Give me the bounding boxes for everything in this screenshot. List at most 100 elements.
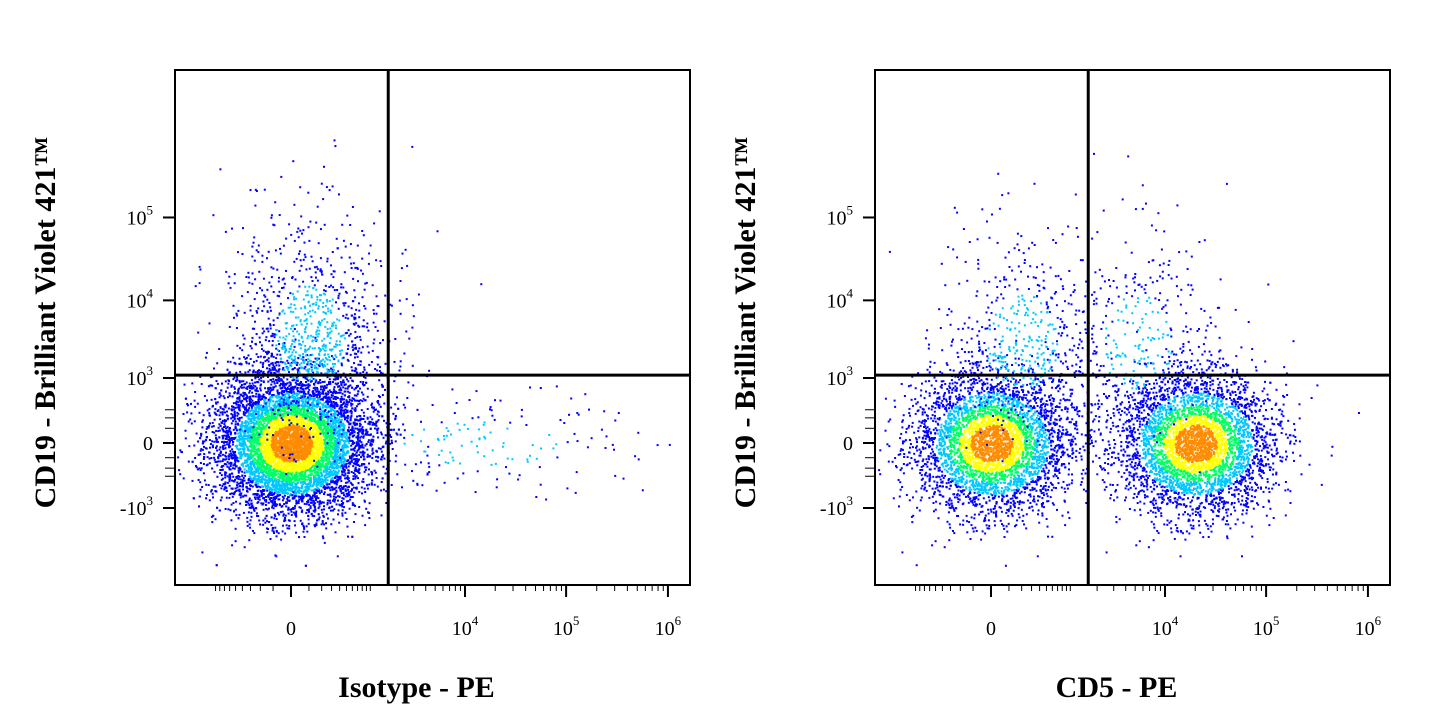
event-dot	[332, 435, 335, 437]
event-dot	[264, 521, 267, 524]
event-dot	[214, 518, 217, 521]
event-dot	[302, 530, 305, 533]
event-dot	[265, 507, 268, 510]
event-dot	[375, 477, 378, 479]
event-dot	[269, 538, 272, 540]
event-dot	[323, 541, 326, 544]
event-dot	[280, 538, 283, 541]
event-dot	[259, 523, 262, 526]
event-dot	[271, 529, 274, 532]
event-dot	[317, 497, 320, 500]
event-dot	[237, 412, 240, 415]
event-dot	[320, 489, 323, 492]
event-dot	[353, 399, 356, 402]
event-dot	[335, 475, 338, 478]
event-dot	[204, 447, 207, 450]
event-dot	[254, 458, 256, 461]
event-dot	[286, 497, 289, 500]
event-dot	[198, 467, 201, 470]
event-dot	[194, 405, 197, 408]
event-dot	[331, 471, 334, 474]
event-dot	[334, 450, 337, 453]
event-dot	[240, 457, 242, 460]
event-dot	[300, 443, 303, 446]
event-dot	[275, 364, 278, 367]
event-dot	[213, 411, 216, 414]
event-dot	[325, 459, 328, 462]
event-dot	[232, 502, 235, 504]
event-dot	[257, 496, 260, 499]
event-dot	[304, 471, 307, 474]
event-dot	[217, 456, 220, 459]
event-dot	[249, 479, 252, 482]
event-dot	[286, 468, 289, 470]
event-dot	[262, 523, 265, 526]
event-dot	[265, 527, 268, 530]
event-dot	[358, 402, 361, 405]
event-dot	[326, 383, 329, 386]
event-dot	[307, 392, 310, 395]
event-dot	[233, 392, 236, 395]
event-dot	[333, 508, 336, 511]
event-dot	[258, 414, 261, 417]
event-dot	[281, 499, 284, 502]
event-dot	[305, 465, 308, 468]
event-dot	[281, 368, 284, 371]
event-dot	[348, 493, 351, 496]
event-dot	[268, 435, 271, 438]
event-dot	[278, 513, 281, 516]
event-dot	[253, 496, 256, 499]
event-dot	[299, 497, 302, 500]
event-dot	[317, 468, 319, 471]
event-dot	[341, 454, 344, 457]
event-dot	[347, 390, 350, 393]
event-dot	[329, 489, 332, 492]
event-dot	[251, 447, 254, 450]
event-dot	[284, 532, 287, 535]
event-dot	[286, 437, 289, 440]
event-dot	[199, 462, 202, 464]
event-dot	[271, 380, 274, 383]
event-dot	[261, 493, 264, 495]
event-dot	[240, 394, 243, 397]
event-dot	[453, 412, 456, 414]
event-dot	[330, 400, 333, 403]
event-dot	[374, 455, 377, 458]
event-dot	[196, 468, 199, 471]
event-dot	[334, 382, 337, 385]
event-dot	[377, 436, 380, 439]
event-dot	[249, 462, 252, 465]
event-dot	[236, 414, 239, 417]
event-dot	[218, 392, 221, 395]
event-dot	[287, 465, 290, 468]
event-dot	[360, 456, 362, 459]
event-dot	[251, 327, 254, 330]
event-dot	[331, 461, 334, 464]
event-dot	[267, 484, 270, 487]
event-dot	[273, 493, 275, 496]
event-dot	[283, 385, 286, 388]
event-dot	[230, 519, 233, 522]
event-dot	[303, 367, 306, 370]
event-dot	[362, 411, 365, 414]
event-dot	[235, 514, 238, 517]
event-dot	[308, 477, 311, 479]
event-dot	[300, 414, 303, 417]
event-dot	[329, 417, 331, 420]
event-dot	[335, 405, 338, 408]
event-dot	[355, 405, 358, 408]
event-dot	[269, 468, 272, 471]
event-dot	[245, 461, 248, 464]
event-dot	[292, 421, 294, 424]
event-dot	[280, 400, 283, 403]
event-dot	[372, 421, 375, 424]
event-dot	[250, 454, 253, 457]
event-dot	[183, 383, 186, 386]
event-dot	[312, 360, 315, 363]
event-dot	[334, 452, 337, 455]
event-dot	[350, 412, 353, 415]
event-dot	[254, 498, 257, 500]
event-dot	[219, 418, 222, 421]
event-dot	[270, 453, 273, 456]
event-dot	[337, 459, 340, 462]
